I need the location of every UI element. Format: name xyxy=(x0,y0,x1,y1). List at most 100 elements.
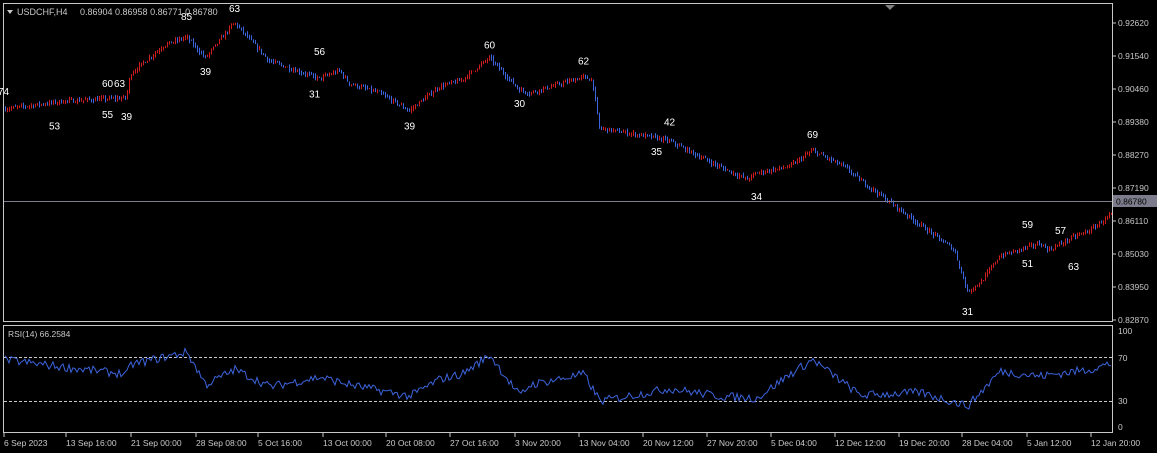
time-tick: 5 Jan 12:00 xyxy=(1026,433,1072,448)
time-tick: 20 Oct 08:00 xyxy=(385,433,435,448)
swing-label: 63 xyxy=(1068,262,1080,273)
time-axis: 6 Sep 2023 13 Sep 16:00 21 Sep 00:00 28 … xyxy=(3,433,1140,448)
time-tick: 28 Dec 04:00 xyxy=(961,433,1013,448)
price-tick: 0.86110 xyxy=(1112,216,1148,226)
time-tick-label: 12 Jan 20:00 xyxy=(1091,438,1140,448)
price-tick: 0.82870 xyxy=(1112,315,1149,325)
rsi-panel[interactable]: RSI(14) 66.2584 100 70 30 0 xyxy=(3,325,1133,433)
swing-label: 35 xyxy=(651,147,663,158)
price-tick-label: 0.83950 xyxy=(1118,282,1149,292)
rsi-axis-label-70: 70 xyxy=(1118,353,1128,363)
price-tick-label: 0.90460 xyxy=(1118,84,1149,94)
time-tick-label: 27 Nov 20:00 xyxy=(707,438,758,448)
swing-label: 51 xyxy=(1022,259,1034,270)
time-tick: 13 Nov 04:00 xyxy=(578,433,630,448)
time-tick: 21 Sep 00:00 xyxy=(130,433,182,448)
time-tick-label: 20 Oct 08:00 xyxy=(386,438,435,448)
time-tick-label: 27 Oct 16:00 xyxy=(450,438,499,448)
time-tick-label: 13 Sep 16:00 xyxy=(66,438,117,448)
main-panel-frame xyxy=(3,3,1113,322)
time-tick: 5 Oct 16:00 xyxy=(257,433,302,448)
swing-label: 85 xyxy=(181,12,193,23)
price-tick: 0.83950 xyxy=(1112,282,1149,292)
swing-label: 55 xyxy=(102,110,114,121)
time-tick-label: 28 Dec 04:00 xyxy=(962,438,1013,448)
current-price-label: 0.86780 xyxy=(1116,197,1147,207)
rsi-panel-frame xyxy=(3,325,1113,433)
time-tick: 12 Jan 20:00 xyxy=(1090,433,1140,448)
price-tick: 0.90460 xyxy=(1112,84,1149,94)
swing-label: 57 xyxy=(1055,226,1067,237)
rsi-line xyxy=(4,346,1111,410)
price-tick-label: 0.86110 xyxy=(1118,216,1148,226)
time-tick-label: 5 Dec 04:00 xyxy=(771,438,817,448)
time-tick-label: 19 Dec 20:00 xyxy=(899,438,950,448)
time-tick-label: 13 Oct 00:00 xyxy=(323,438,372,448)
swing-label: 31 xyxy=(309,89,321,100)
swing-label: 63 xyxy=(229,4,241,15)
rsi-axis-label-100: 100 xyxy=(1118,326,1132,336)
price-tick: 0.88270 xyxy=(1112,150,1149,160)
swing-label: 53 xyxy=(49,121,61,132)
time-tick-label: 13 Nov 04:00 xyxy=(579,438,630,448)
swing-label: 42 xyxy=(664,117,676,128)
time-tick: 28 Sep 08:00 xyxy=(195,433,247,448)
swing-label: 56 xyxy=(314,47,326,58)
price-tick-label: 0.82870 xyxy=(1118,315,1149,325)
swing-label: 63 xyxy=(114,79,126,90)
time-tick: 6 Sep 2023 xyxy=(3,433,48,448)
time-tick: 5 Dec 04:00 xyxy=(770,433,817,448)
swing-label: 30 xyxy=(514,99,526,110)
time-tick: 19 Dec 20:00 xyxy=(898,433,950,448)
rsi-axis-label-30: 30 xyxy=(1118,396,1128,406)
time-tick: 13 Oct 00:00 xyxy=(322,433,372,448)
triangle-down-icon[interactable] xyxy=(7,10,13,14)
time-tick: 3 Nov 20:00 xyxy=(514,433,561,448)
price-axis: 0.92620 0.91540 0.90460 0.89380 0.88270 … xyxy=(1112,18,1157,325)
time-tick-label: 3 Nov 20:00 xyxy=(515,438,561,448)
swing-label: 39 xyxy=(121,112,133,123)
price-tick: 0.91540 xyxy=(1112,51,1149,61)
time-tick: 27 Oct 16:00 xyxy=(449,433,499,448)
price-tick: 0.92620 xyxy=(1112,18,1149,28)
swing-label: 39 xyxy=(404,121,416,132)
swing-label: 60 xyxy=(484,41,496,52)
price-tick: 0.85030 xyxy=(1112,249,1149,259)
time-tick: 20 Nov 12:00 xyxy=(642,433,694,448)
candles-group xyxy=(5,22,1112,294)
time-tick-label: 5 Jan 12:00 xyxy=(1027,438,1072,448)
ohlc-label: 0.86904 0.86958 0.86771 0.86780 xyxy=(80,7,218,17)
price-tick-label: 0.91540 xyxy=(1118,51,1149,61)
time-tick-label: 28 Sep 08:00 xyxy=(196,438,247,448)
time-tick-label: 21 Sep 00:00 xyxy=(131,438,182,448)
price-tick: 0.87190 xyxy=(1112,183,1149,193)
swing-label: 59 xyxy=(1022,220,1034,231)
time-tick: 13 Sep 16:00 xyxy=(65,433,117,448)
price-tick-label: 0.88270 xyxy=(1118,150,1149,160)
swing-label: 34 xyxy=(751,192,763,203)
time-tick: 12 Dec 12:00 xyxy=(834,433,886,448)
swing-label: 39 xyxy=(200,67,212,78)
time-tick: 27 Nov 20:00 xyxy=(706,433,758,448)
main-panel[interactable]: USDCHF,H4 0.86904 0.86958 0.86771 0.8678… xyxy=(0,3,1113,322)
swing-label: 69 xyxy=(807,130,819,141)
time-tick-label: 12 Dec 12:00 xyxy=(835,438,886,448)
price-tick: 0.89380 xyxy=(1112,117,1149,127)
rsi-axis-label-0: 0 xyxy=(1118,422,1123,432)
time-tick-label: 20 Nov 12:00 xyxy=(643,438,694,448)
rsi-title: RSI(14) 66.2584 xyxy=(8,329,71,339)
swing-label: 60 xyxy=(102,79,114,90)
price-tick-label: 0.89380 xyxy=(1118,117,1149,127)
price-tick-label: 0.92620 xyxy=(1118,18,1149,28)
price-tick-label: 0.87190 xyxy=(1118,183,1149,193)
time-tick-label: 6 Sep 2023 xyxy=(4,438,48,448)
current-price-tag: 0.86780 xyxy=(1113,195,1157,207)
price-tick-label: 0.85030 xyxy=(1118,249,1149,259)
symbol-label: USDCHF,H4 xyxy=(17,7,68,17)
swing-label: 74 xyxy=(0,87,10,98)
scroll-marker-icon[interactable] xyxy=(885,5,895,10)
swing-label: 62 xyxy=(578,57,590,68)
swing-label: 31 xyxy=(962,307,974,318)
time-tick-label: 5 Oct 16:00 xyxy=(258,438,302,448)
